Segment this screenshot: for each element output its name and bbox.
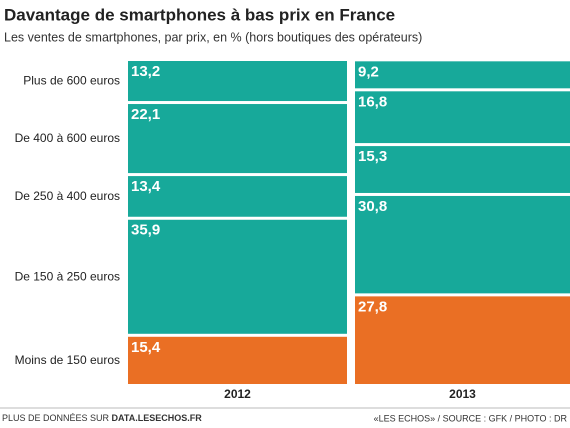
x-tick-label: 2013 [449,387,476,401]
chart-subtitle: Les ventes de smartphones, par prix, en … [4,30,422,44]
value-label: 35,9 [131,222,160,239]
value-label: 22,1 [131,106,160,123]
value-label: 13,2 [131,63,160,80]
footer-left: PLUS DE DONNÉES SUR DATA.LESECHOS.FR [2,413,202,423]
segment [355,296,570,384]
segment [128,61,347,102]
segment [128,219,347,334]
legend-label: De 400 à 600 euros [15,131,120,145]
value-label: 16,8 [358,93,387,110]
legend-label: Plus de 600 euros [23,74,120,88]
segment [355,195,570,294]
footer-link: DATA.LESECHOS.FR [112,413,203,423]
segment [128,176,347,217]
footer-right: «LES ECHOS» / SOURCE : GFK / PHOTO : DR [374,413,568,423]
segment [355,146,570,193]
value-label: 9,2 [358,63,379,80]
value-label: 27,8 [358,298,387,315]
segment [355,91,570,144]
chart-title: Davantage de smartphones à bas prix en F… [4,5,395,24]
value-label: 13,4 [131,178,161,195]
segment [128,336,347,384]
value-label: 15,4 [131,339,161,356]
legend-label: De 150 à 250 euros [15,269,120,283]
segment [355,61,570,89]
legend-label: De 250 à 400 euros [15,189,120,203]
x-tick-label: 2012 [224,387,251,401]
value-label: 15,3 [358,148,387,165]
footer-text: PLUS DE DONNÉES SUR [2,413,110,423]
value-label: 30,8 [358,198,387,215]
legend-label: Moins de 150 euros [15,353,120,367]
segment [128,104,347,174]
